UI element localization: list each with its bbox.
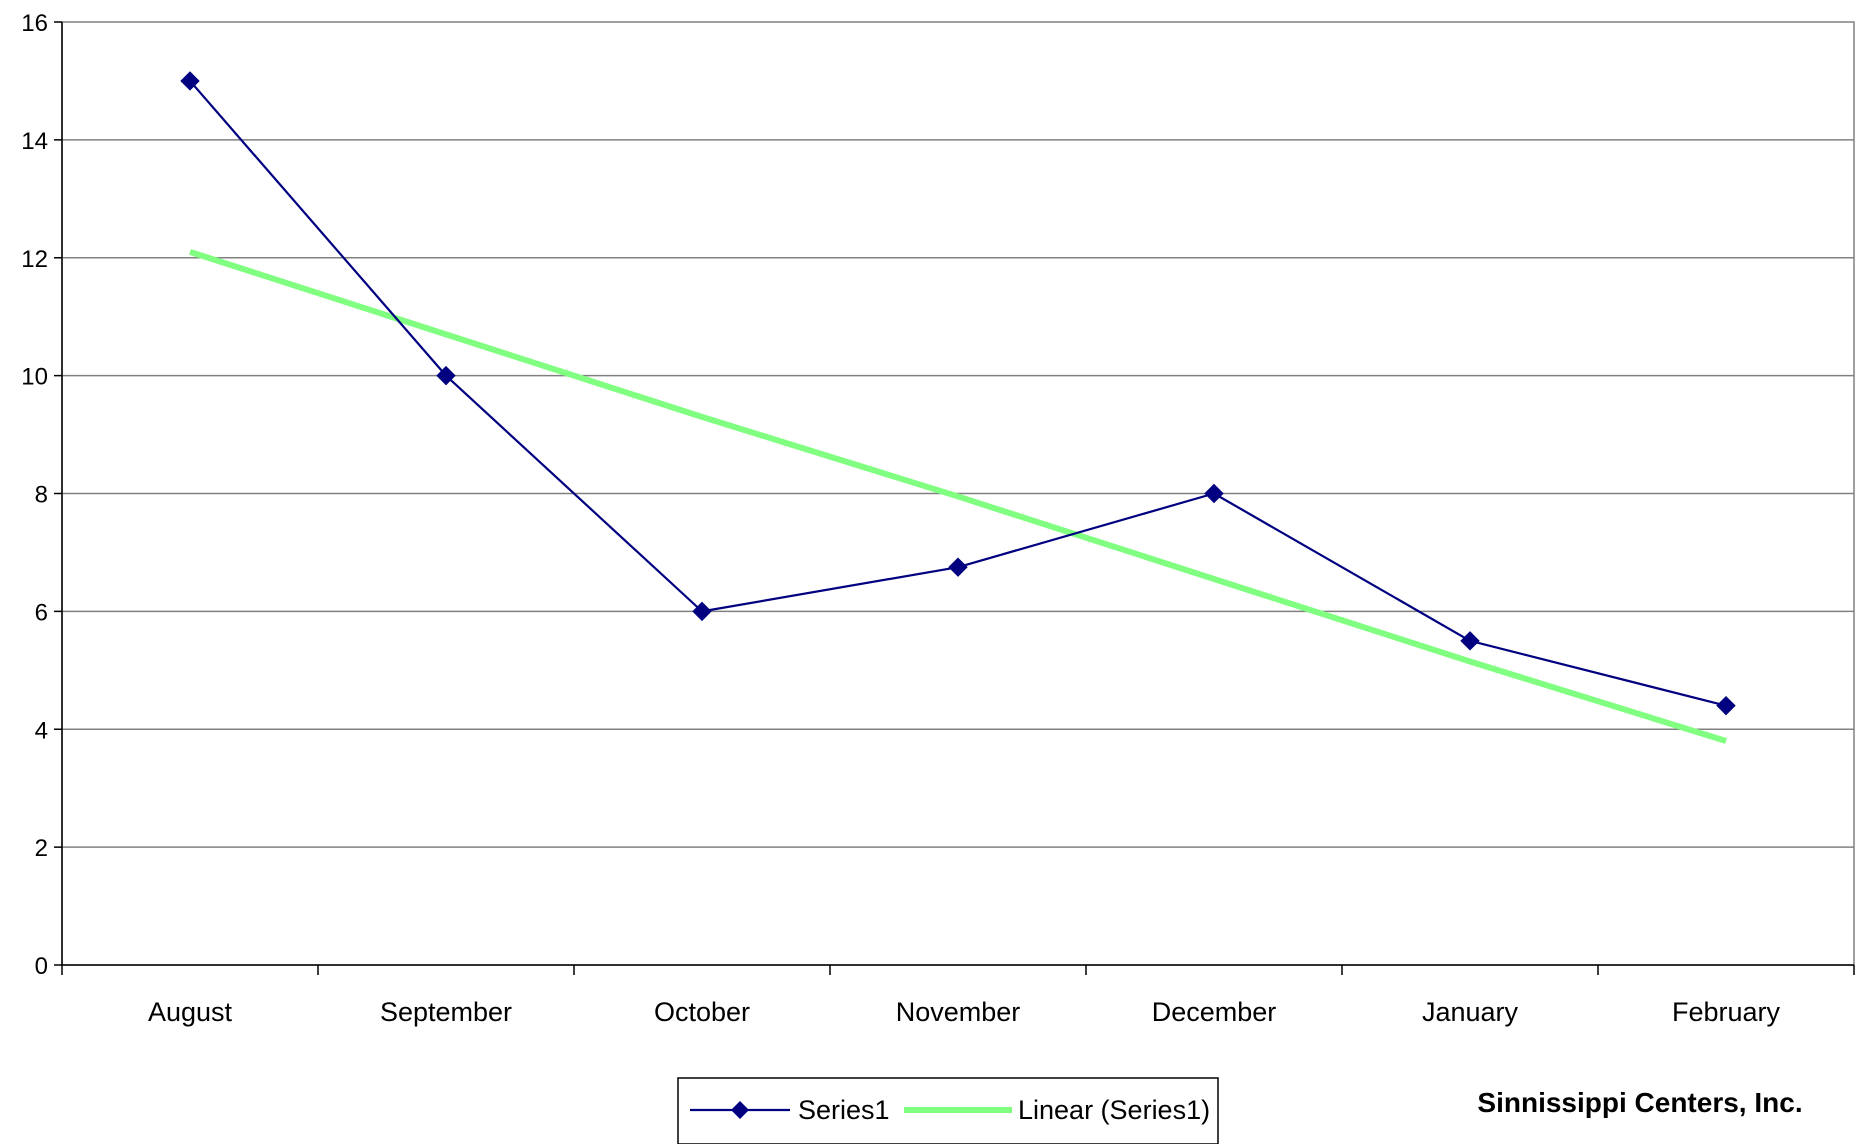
legend-marker-series1 xyxy=(731,1101,749,1119)
y-tick-label: 2 xyxy=(35,835,48,862)
data-point-marker xyxy=(1460,631,1480,651)
y-axis-tick-labels: 0 2 4 6 8 10 12 14 16 xyxy=(21,10,48,980)
x-tick-label: February xyxy=(1672,997,1781,1027)
y-tick-label: 12 xyxy=(21,246,48,273)
footer-company-name: Sinnissippi Centers, Inc. xyxy=(1477,1087,1802,1118)
legend: Series1 Linear (Series1) xyxy=(677,1077,1219,1144)
gridlines xyxy=(62,139,1854,848)
x-axis-tick-labels: August September October November December Ja… xyxy=(148,997,1781,1027)
y-tick-label: 0 xyxy=(35,953,48,980)
data-point-marker xyxy=(692,601,712,622)
x-tick-label: August xyxy=(148,997,233,1027)
data-point-marker xyxy=(948,557,968,577)
x-tick-label: September xyxy=(380,997,512,1027)
trendline xyxy=(189,249,1727,744)
y-tick-label: 4 xyxy=(35,717,48,744)
y-tick-label: 14 xyxy=(21,128,48,155)
data-point-marker xyxy=(180,71,200,91)
x-tick-label: December xyxy=(1152,997,1277,1027)
x-tick-label: October xyxy=(654,997,750,1027)
data-point-marker xyxy=(436,365,456,386)
y-tick-label: 8 xyxy=(35,482,48,509)
y-tick-label: 16 xyxy=(21,10,48,37)
x-tick-label: January xyxy=(1422,997,1519,1027)
y-tick-label: 6 xyxy=(35,599,48,626)
axes xyxy=(54,21,1855,975)
legend-label-series1: Series1 xyxy=(798,1095,890,1125)
y-tick-label: 10 xyxy=(21,364,48,391)
data-point-marker xyxy=(1204,483,1224,504)
legend-label-trendline: Linear (Series1) xyxy=(1018,1095,1210,1125)
series-layer xyxy=(180,71,1736,744)
data-point-marker xyxy=(1716,695,1736,716)
x-tick-label: November xyxy=(896,997,1021,1027)
